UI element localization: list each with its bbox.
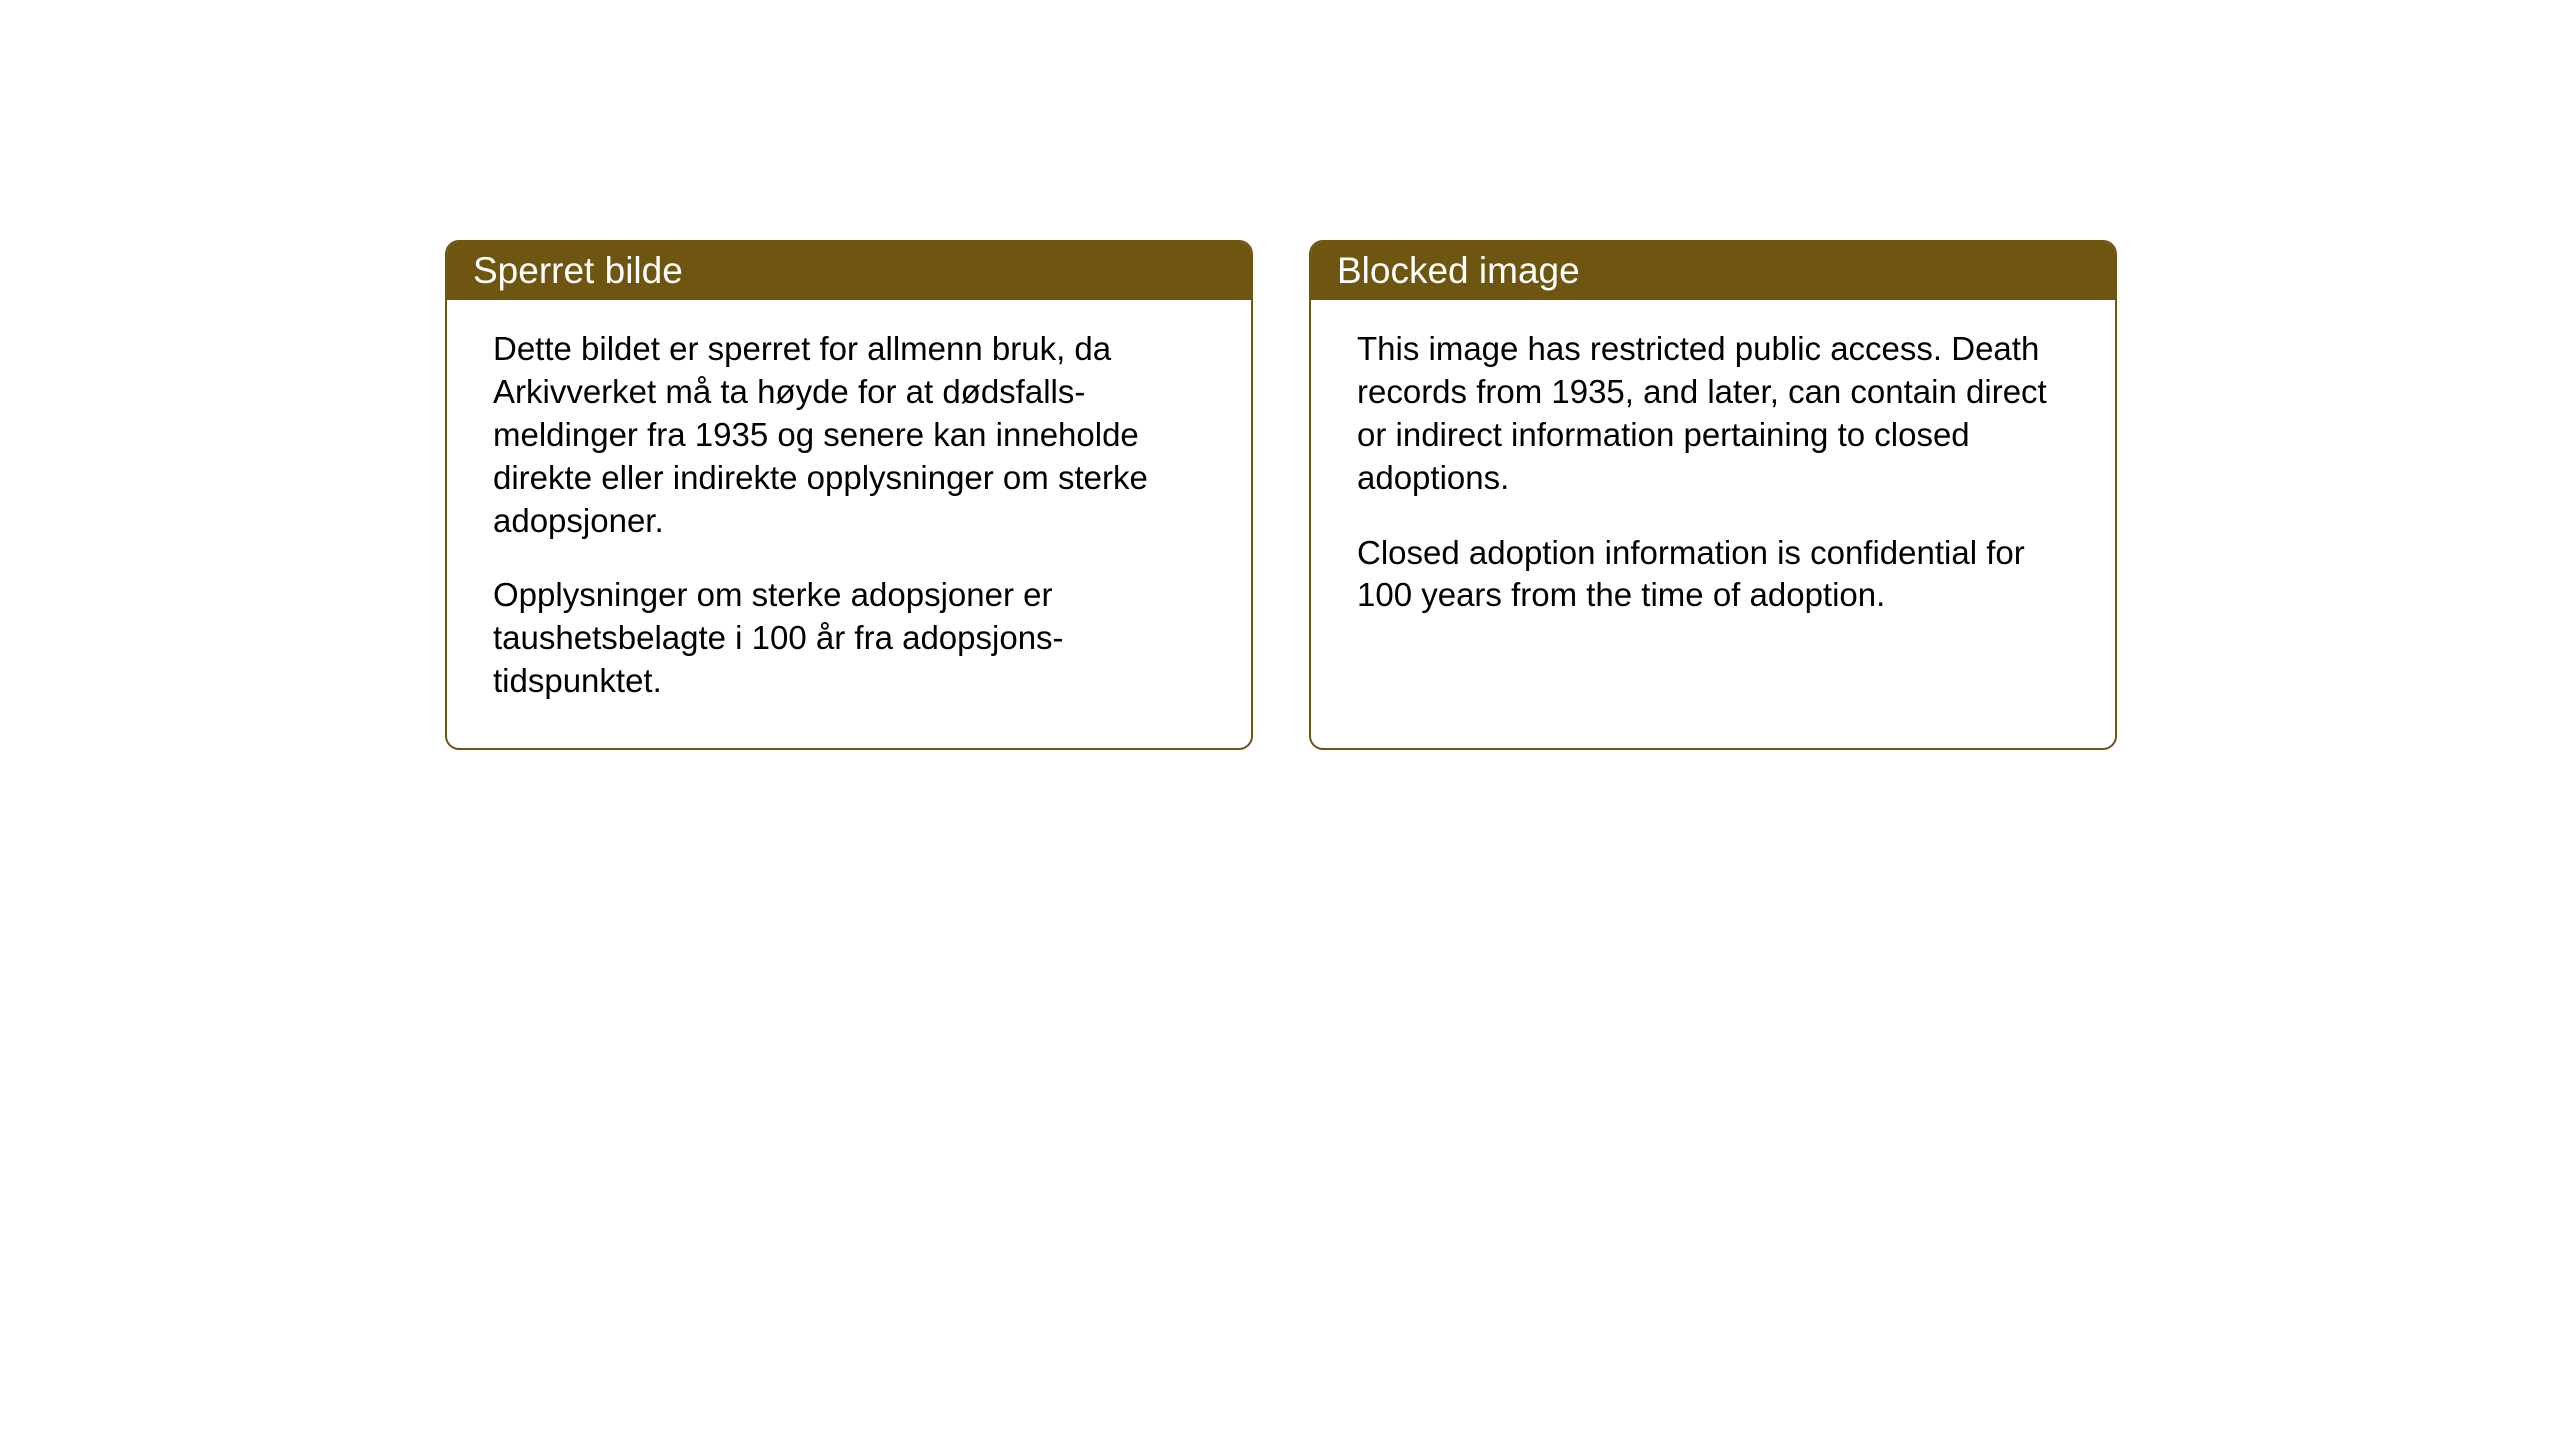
card-body-norwegian: Dette bildet er sperret for allmenn bruk…	[447, 300, 1251, 739]
card-paragraph-2-norwegian: Opplysninger om sterke adopsjoner er tau…	[493, 574, 1205, 703]
info-card-norwegian: Sperret bilde Dette bildet er sperret fo…	[445, 240, 1253, 750]
card-title-english: Blocked image	[1337, 250, 1580, 291]
card-paragraph-1-norwegian: Dette bildet er sperret for allmenn bruk…	[493, 328, 1205, 542]
card-paragraph-2-english: Closed adoption information is confident…	[1357, 532, 2069, 618]
card-header-english: Blocked image	[1311, 242, 2115, 300]
card-paragraph-1-english: This image has restricted public access.…	[1357, 328, 2069, 500]
card-body-english: This image has restricted public access.…	[1311, 300, 2115, 697]
card-header-norwegian: Sperret bilde	[447, 242, 1251, 300]
card-title-norwegian: Sperret bilde	[473, 250, 683, 291]
info-cards-container: Sperret bilde Dette bildet er sperret fo…	[445, 240, 2117, 750]
info-card-english: Blocked image This image has restricted …	[1309, 240, 2117, 750]
